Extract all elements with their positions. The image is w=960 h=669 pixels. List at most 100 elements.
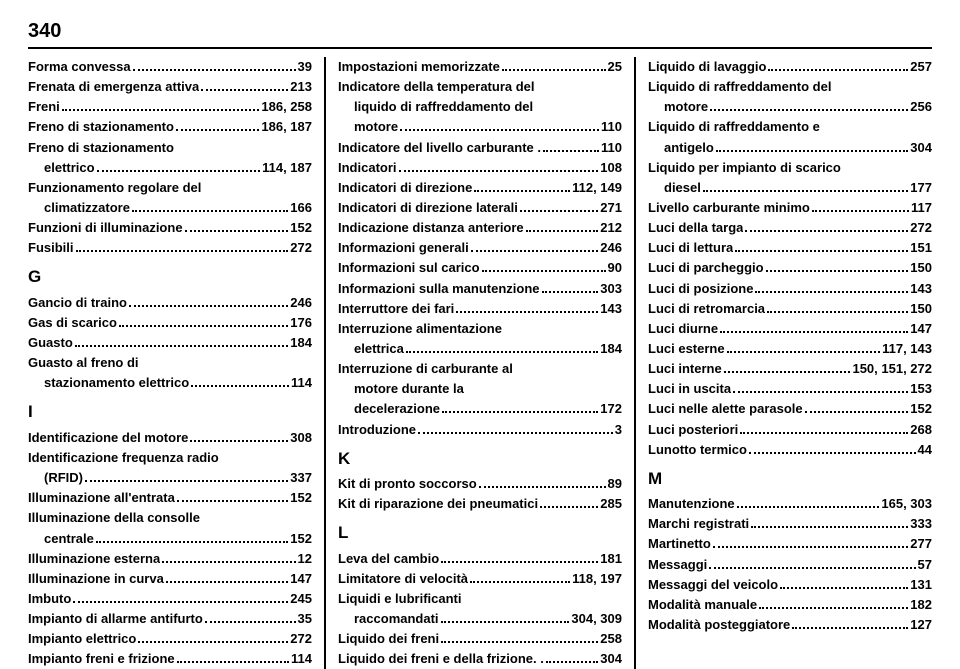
entry-label: Modalità posteggiatore — [648, 615, 790, 635]
leader-dots — [97, 170, 261, 172]
entry-label: Impostazioni memorizzate — [338, 57, 500, 77]
entry-page: 182 — [910, 595, 932, 615]
leader-dots — [441, 561, 598, 563]
index-entry: Gas di scarico176 — [28, 313, 312, 333]
index-entry: Kit di riparazione dei pneumatici285 — [338, 494, 622, 514]
index-entry: raccomandati304, 309 — [338, 609, 622, 629]
entry-page: 150 — [910, 299, 932, 319]
leader-dots — [502, 69, 606, 71]
entry-label: Messaggi — [648, 555, 707, 575]
leader-dots — [456, 311, 598, 313]
entry-label: Forma convessa — [28, 57, 131, 77]
entry-page: 35 — [298, 609, 312, 629]
entry-page: 114 — [291, 373, 312, 393]
index-entry: stazionamento elettrico114 — [28, 373, 312, 393]
entry-page: 184 — [600, 339, 622, 359]
entry-label: Illuminazione all'entrata — [28, 488, 175, 508]
leader-dots — [166, 581, 288, 583]
section-letter: K — [338, 446, 622, 472]
entry-page: 39 — [298, 57, 312, 77]
index-entry: Liquidi e lubrificanti — [338, 589, 622, 609]
index-entry: Luci nelle alette parasole152 — [648, 399, 932, 419]
entry-page: 181 — [600, 549, 622, 569]
entry-page: 213 — [290, 77, 312, 97]
leader-dots — [442, 411, 598, 413]
leader-dots — [75, 345, 289, 347]
index-entry: Indicatore della temperatura del — [338, 77, 622, 97]
leader-dots — [713, 546, 908, 548]
entry-label: Liquido di raffreddamento del — [648, 77, 831, 97]
entry-label: motore durante la — [338, 379, 464, 399]
entry-label: Lunotto termico — [648, 440, 747, 460]
leader-dots — [520, 210, 598, 212]
entry-label: Informazioni sulla manutenzione — [338, 279, 540, 299]
leader-dots — [716, 150, 908, 152]
entry-page: 152 — [910, 399, 932, 419]
leader-dots — [479, 486, 606, 488]
entry-page: 277 — [910, 534, 932, 554]
leader-dots — [542, 291, 599, 293]
index-entry: Identificazione del motore308 — [28, 428, 312, 448]
entry-label: (RFID) — [28, 468, 83, 488]
entry-label: Interruzione alimentazione — [338, 319, 502, 339]
leader-dots — [768, 69, 908, 71]
leader-dots — [766, 270, 909, 272]
entry-label: Luci di posizione — [648, 279, 753, 299]
leader-dots — [740, 432, 908, 434]
index-entry: Freni186, 258 — [28, 97, 312, 117]
entry-page: 114, 187 — [262, 158, 312, 178]
entry-page: 304 — [910, 138, 932, 158]
index-entry: Interruzione alimentazione — [338, 319, 622, 339]
entry-page: 114 — [291, 649, 312, 669]
entry-label: Guasto al freno di — [28, 353, 139, 373]
leader-dots — [441, 621, 570, 623]
entry-label: Luci posteriori — [648, 420, 738, 440]
entry-label: Leva del cambio — [338, 549, 439, 569]
entry-page: 176 — [290, 313, 312, 333]
entry-page: 147 — [910, 319, 932, 339]
entry-label: Indicatore del livello carburante . — [338, 138, 541, 158]
index-entry: Freno di stazionamento186, 187 — [28, 117, 312, 137]
index-entry: Illuminazione della consolle — [28, 508, 312, 528]
entry-page: 268 — [910, 420, 932, 440]
entry-page: 117, 143 — [882, 339, 932, 359]
index-entry: Luci della targa272 — [648, 218, 932, 238]
index-entry: Lunotto termico 44 — [648, 440, 932, 460]
entry-label: Imbuto — [28, 589, 71, 609]
index-entry: Liquido di raffreddamento e — [648, 117, 932, 137]
leader-dots — [703, 190, 908, 192]
entry-page: 44 — [918, 440, 932, 460]
leader-dots — [474, 190, 570, 192]
index-entry: diesel177 — [648, 178, 932, 198]
entry-label: Kit di riparazione dei pneumatici — [338, 494, 538, 514]
index-entry: elettrica184 — [338, 339, 622, 359]
index-entry: Kit di pronto soccorso89 — [338, 474, 622, 494]
entry-page: 272 — [290, 629, 312, 649]
leader-dots — [546, 661, 598, 663]
index-entry: Impianto elettrico272 — [28, 629, 312, 649]
entry-label: Liquido di lavaggio — [648, 57, 766, 77]
index-entry: Liquido di raffreddamento del — [648, 77, 932, 97]
leader-dots — [471, 250, 599, 252]
entry-label: Liquido dei freni — [338, 629, 439, 649]
entry-label: decelerazione — [338, 399, 440, 419]
entry-page: 150 — [910, 258, 932, 278]
index-entry: Modalità posteggiatore127 — [648, 615, 932, 635]
entry-label: Impianto di allarme antifurto — [28, 609, 203, 629]
leader-dots — [418, 432, 613, 434]
entry-page: 245 — [290, 589, 312, 609]
index-entry: decelerazione172 — [338, 399, 622, 419]
entry-label: Indicatore della temperatura del — [338, 77, 535, 97]
entry-page: 12 — [298, 549, 312, 569]
entry-page: 246 — [290, 293, 312, 313]
entry-page: 143 — [600, 299, 622, 319]
index-entry: Leva del cambio 181 — [338, 549, 622, 569]
leader-dots — [805, 411, 909, 413]
entry-label: Informazioni generali — [338, 238, 469, 258]
leader-dots — [812, 210, 909, 212]
entry-label: Illuminazione esterna — [28, 549, 160, 569]
entry-page: 256 — [910, 97, 932, 117]
entry-page: 152 — [290, 488, 312, 508]
index-column: Liquido di lavaggio257Liquido di raffred… — [634, 57, 932, 669]
entry-label: Illuminazione in curva — [28, 569, 164, 589]
